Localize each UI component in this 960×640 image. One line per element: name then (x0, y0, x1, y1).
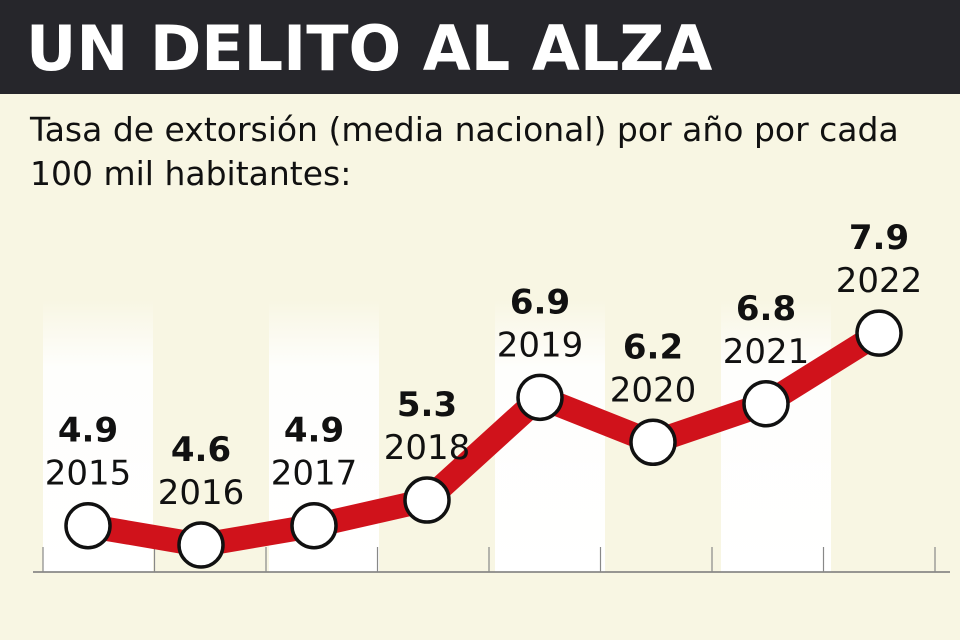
data-label: 6.9 (510, 282, 570, 322)
data-label: 6.8 (736, 289, 796, 329)
x-tick-label: 2015 (45, 454, 132, 494)
chart-subtitle: Tasa de extorsión (media nacional) por a… (30, 110, 899, 193)
data-label: 7.9 (849, 218, 909, 258)
x-tick-label: 2017 (271, 454, 358, 494)
x-tick-label: 2021 (723, 332, 810, 372)
data-point (403, 476, 451, 524)
column-stripe (721, 300, 831, 572)
x-tick-label: 2016 (158, 473, 245, 513)
data-point (64, 501, 112, 550)
data-label: 6.2 (623, 327, 683, 367)
x-tick-label: 2020 (610, 370, 697, 410)
data-label: 5.3 (397, 385, 457, 425)
data-label: 4.9 (58, 411, 118, 451)
x-tick-label: 2022 (836, 261, 923, 301)
x-tick-label: 2019 (497, 325, 584, 365)
chart-title: UN DELITO AL ALZA (26, 12, 713, 85)
data-point (742, 380, 790, 428)
data-label: 4.9 (284, 411, 344, 451)
data-point (855, 309, 903, 357)
data-label: 4.6 (171, 430, 231, 470)
x-tick-label: 2018 (384, 428, 471, 468)
data-point (177, 521, 225, 569)
header-bar: UN DELITO AL ALZA (0, 0, 960, 94)
data-point (516, 373, 564, 422)
data-point (290, 501, 338, 550)
data-point (629, 418, 677, 467)
